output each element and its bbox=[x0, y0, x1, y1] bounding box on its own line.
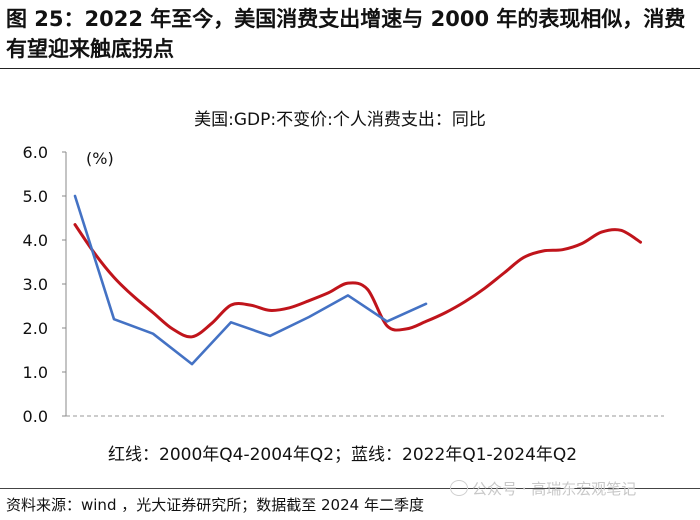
series-line-blue-2022-2024 bbox=[73, 194, 428, 366]
watermark-text: 公众号 · 高瑞东宏观笔记 bbox=[472, 480, 637, 498]
y-axis-unit-label: (%) bbox=[86, 149, 114, 168]
y-tick-label: 3.0 bbox=[23, 275, 48, 294]
series-line-red-2000-2004 bbox=[73, 223, 642, 339]
chart-title: 美国:GDP:不变价:个人消费支出：同比 bbox=[194, 110, 486, 130]
wechat-icon bbox=[450, 480, 468, 496]
title-divider bbox=[0, 68, 700, 69]
source-divider bbox=[0, 488, 700, 489]
y-tick-label: 2.0 bbox=[23, 319, 48, 338]
chart-annotation: 红线：2000年Q4-2004年Q2；蓝线：2022年Q1-2024年Q2 bbox=[108, 445, 577, 465]
line-chart: 美国:GDP:不变价:个人消费支出：同比 (%) 0.0 1.0 2.0 3.0 4.0… bbox=[23, 110, 664, 465]
y-tick-label: 6.0 bbox=[23, 143, 48, 162]
y-tick-label: 1.0 bbox=[23, 363, 48, 382]
y-tick-label: 4.0 bbox=[23, 231, 48, 250]
figure-title: 图 25：2022 年至今，美国消费支出增速与 2000 年的表现相似，消费有望… bbox=[6, 7, 686, 61]
y-tick-label: 5.0 bbox=[23, 187, 48, 206]
y-tick-label: 0.0 bbox=[23, 407, 48, 426]
source-note: 资料来源：wind ，光大证券研究所；数据截至 2024 年二季度 bbox=[6, 496, 424, 514]
watermark: 公众号 · 高瑞东宏观笔记 bbox=[450, 478, 636, 499]
